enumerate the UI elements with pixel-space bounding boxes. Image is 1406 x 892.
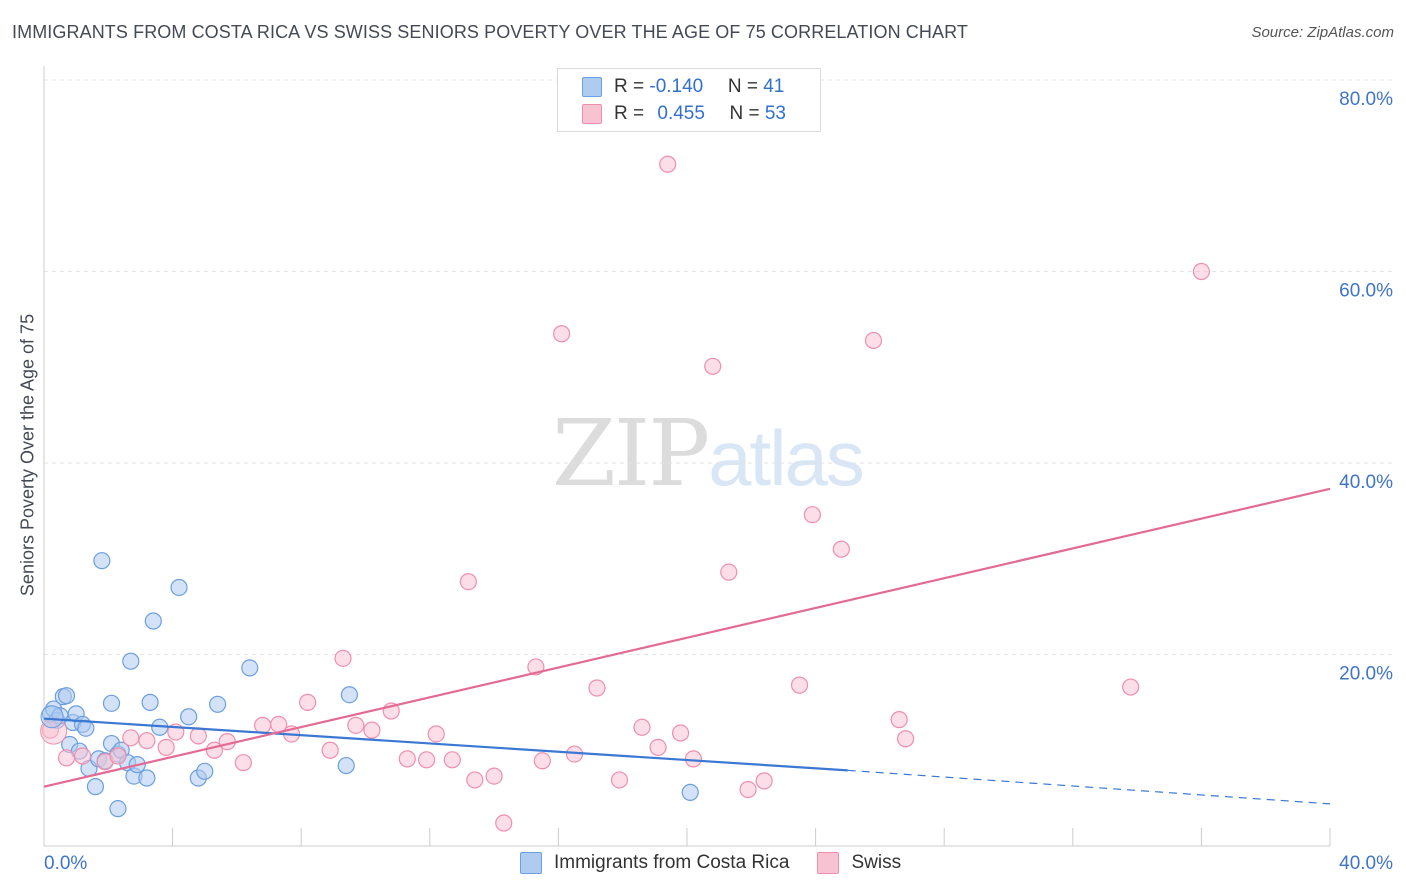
data-point-costa-rica: [340, 686, 359, 704]
data-point-swiss: [157, 738, 175, 756]
data-point-swiss: [459, 573, 477, 591]
data-point-costa-rica: [141, 693, 159, 711]
series-legend: Immigrants from Costa Rica Swiss: [520, 852, 929, 874]
data-point-swiss: [466, 771, 484, 789]
legend-swatch-blue: [520, 852, 542, 874]
data-point-swiss: [897, 730, 915, 748]
legend-item-swiss: Swiss: [817, 852, 901, 874]
data-point-costa-rica: [122, 652, 140, 670]
n-value: 53: [764, 103, 786, 124]
watermark: ZIPatlas: [552, 400, 865, 507]
data-point-costa-rica: [681, 783, 699, 801]
trend-line-swiss: [43, 487, 1331, 788]
legend-swatch-pink: [582, 104, 602, 124]
data-point-swiss: [755, 772, 773, 790]
x-tick-label: 40.0%: [1339, 853, 1393, 874]
trend-line-costa-rica: [43, 717, 848, 772]
legend-label-costa-rica: Immigrants from Costa Rica: [554, 852, 790, 873]
data-point-swiss: [138, 732, 156, 750]
data-point-swiss: [321, 741, 339, 759]
data-point-swiss: [495, 814, 513, 832]
y-tick-label: 40.0%: [1339, 472, 1393, 493]
data-point-swiss: [218, 733, 236, 751]
data-point-swiss: [189, 727, 207, 745]
data-point-costa-rica: [209, 695, 227, 713]
legend-label-swiss: Swiss: [851, 852, 902, 873]
data-point-costa-rica: [241, 659, 259, 677]
y-tick-label: 80.0%: [1339, 89, 1393, 110]
data-point-swiss: [254, 716, 272, 734]
data-point-swiss: [704, 357, 722, 375]
data-point-costa-rica: [57, 687, 76, 705]
data-point-swiss: [57, 749, 76, 767]
watermark-atlas: atlas: [708, 414, 865, 502]
data-point-swiss: [443, 751, 461, 769]
data-point-swiss: [803, 506, 821, 524]
data-point-swiss: [533, 752, 551, 770]
legend-item-costa-rica: Immigrants from Costa Rica: [520, 852, 789, 874]
data-point-swiss: [684, 750, 703, 768]
data-point-costa-rica: [170, 578, 188, 597]
data-point-swiss: [485, 767, 503, 785]
data-point-costa-rica: [77, 719, 95, 737]
n-label: N =: [727, 76, 764, 97]
data-point-swiss: [109, 747, 127, 765]
data-point-swiss: [347, 716, 365, 734]
data-point-swiss: [864, 331, 883, 350]
data-point-swiss: [649, 738, 667, 756]
data-point-swiss: [659, 155, 677, 173]
r-value: 0.455: [657, 103, 705, 124]
data-point-swiss: [1192, 262, 1211, 281]
r-label: R =: [614, 76, 650, 97]
data-point-swiss: [417, 751, 436, 769]
data-point-costa-rica: [196, 762, 214, 780]
data-point-swiss: [588, 679, 606, 697]
data-point-costa-rica: [180, 708, 198, 726]
data-point-costa-rica: [138, 769, 156, 787]
data-point-swiss: [1122, 678, 1140, 696]
data-point-costa-rica: [337, 756, 355, 775]
data-point-swiss: [720, 563, 738, 581]
data-point-swiss: [890, 711, 908, 729]
data-point-costa-rica: [144, 612, 162, 630]
data-point-swiss: [363, 721, 381, 739]
data-point-swiss: [553, 325, 571, 343]
data-point-costa-rica: [40, 705, 64, 729]
correlation-legend: R = -0.140 N = 41 R = 0.455 N = 53: [557, 68, 821, 132]
y-tick-label: 20.0%: [1339, 664, 1393, 685]
data-point-swiss: [739, 780, 757, 799]
data-point-swiss: [334, 649, 352, 667]
data-point-costa-rica: [93, 552, 111, 570]
data-point-swiss: [832, 540, 850, 558]
data-point-swiss: [790, 676, 809, 694]
data-point-costa-rica: [109, 800, 127, 818]
data-point-swiss: [234, 754, 252, 772]
data-point-swiss: [671, 724, 690, 742]
legend-text-swiss: R = 0.455 N = 53: [614, 103, 786, 125]
data-point-swiss: [633, 718, 651, 736]
legend-swatch-blue: [582, 77, 602, 97]
data-point-swiss: [610, 771, 629, 789]
r-value: -0.140: [649, 76, 704, 97]
data-point-swiss: [398, 750, 416, 768]
watermark-zip: ZIP: [552, 400, 710, 507]
r-label: R =: [614, 103, 650, 124]
trend-line-costa-rica-projection: [847, 769, 1331, 805]
n-label: N =: [729, 103, 765, 124]
y-tick-label: 60.0%: [1339, 281, 1393, 302]
legend-text-costa-rica: R = -0.140 N = 41: [614, 76, 784, 98]
source-label: Source: ZipAtlas.com: [1251, 24, 1394, 41]
data-point-swiss: [427, 725, 445, 743]
legend-swatch-pink: [817, 852, 840, 874]
data-point-costa-rica: [86, 778, 105, 796]
data-point-costa-rica: [102, 694, 121, 712]
x-tick-label: 0.0%: [44, 853, 87, 874]
data-point-swiss: [299, 693, 317, 711]
data-point-swiss: [73, 747, 92, 765]
data-point-swiss: [122, 729, 140, 747]
chart-title: IMMIGRANTS FROM COSTA RICA VS SWISS SENI…: [12, 22, 968, 42]
n-value: 41: [763, 76, 785, 97]
